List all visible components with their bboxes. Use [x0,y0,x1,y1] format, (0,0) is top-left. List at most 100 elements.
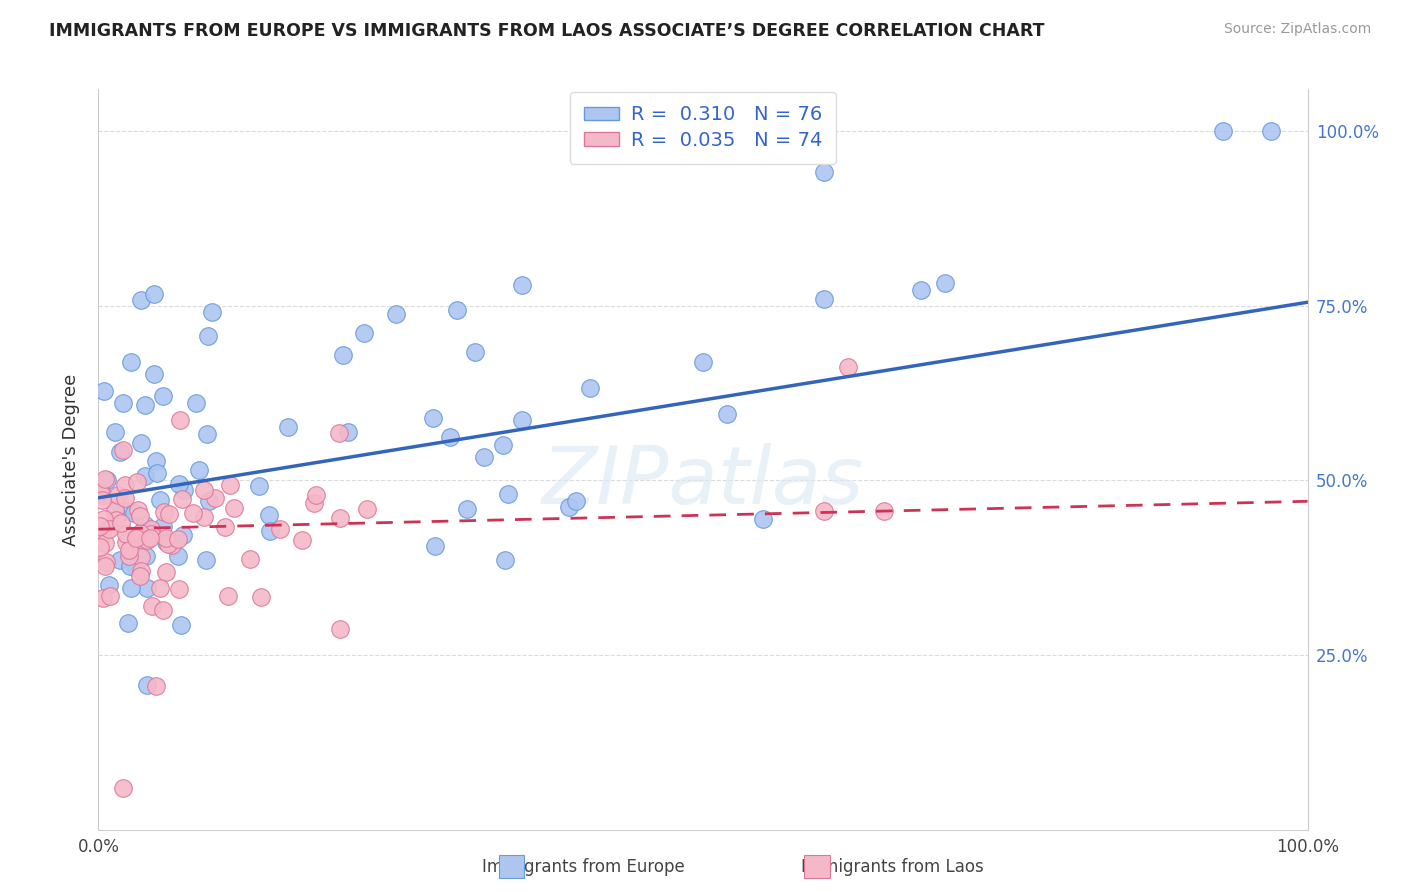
Point [110,516,132,530]
Point [491,437,513,451]
Point [91,488,114,502]
Point [195,426,218,441]
Point [269,522,291,536]
Point [195,552,218,566]
Point [277,420,299,434]
Point [716,407,738,421]
Point [97,577,120,591]
Point [104,505,127,519]
Point [145,679,167,693]
Point [247,479,270,493]
Point [353,326,375,341]
Point [472,450,495,464]
Point [134,469,156,483]
Point [135,549,157,563]
Point [332,348,354,362]
Point [204,491,226,506]
Point [157,537,180,551]
Point [302,496,325,510]
Point [201,305,224,319]
Point [291,533,314,548]
Point [120,558,142,573]
Point [89,540,111,554]
Point [167,533,190,547]
Point [157,507,180,521]
Point [141,527,163,541]
Point [155,566,177,580]
Legend: R =  0.310   N = 76, R =  0.035   N = 74: R = 0.310 N = 76, R = 0.035 N = 74 [571,92,835,163]
Point [115,504,138,518]
Point [146,466,169,480]
Point [329,622,352,636]
Point [115,534,138,549]
Point [104,425,127,439]
Point [93,384,115,399]
Point [328,425,350,440]
Point [114,477,136,491]
Point [127,503,149,517]
Point [385,307,408,321]
Point [692,354,714,368]
Point [934,276,956,290]
Point [141,599,163,614]
Point [127,475,149,489]
Point [149,582,172,596]
Point [167,477,190,491]
Point [219,478,242,492]
Point [91,526,114,541]
Point [131,436,153,450]
Point [94,555,117,569]
Point [422,410,444,425]
Point [356,501,378,516]
Point [105,513,128,527]
Point [181,507,204,521]
Point [129,569,152,583]
Point [910,283,932,297]
Point [93,472,115,486]
Point [813,292,835,306]
Point [170,491,193,506]
Point [134,398,156,412]
Point [250,590,273,604]
Point [152,388,174,402]
Point [186,396,208,410]
Point [456,502,478,516]
Point [446,302,468,317]
Point [107,488,129,502]
Y-axis label: Associate's Degree: Associate's Degree [62,373,80,546]
Point [108,553,131,567]
Point [152,518,174,533]
Point [169,413,191,427]
Point [125,560,148,574]
Point [136,581,159,595]
Point [152,603,174,617]
Text: Source: ZipAtlas.com: Source: ZipAtlas.com [1223,22,1371,37]
Point [118,549,141,563]
Point [510,413,533,427]
Point [138,531,160,545]
Point [120,581,142,595]
Point [193,510,215,524]
Point [239,552,262,566]
Point [136,533,159,548]
Text: Immigrants from Europe: Immigrants from Europe [482,858,685,876]
Point [1260,124,1282,138]
Point [510,277,533,292]
Point [193,483,215,498]
Point [142,367,165,381]
Point [558,500,581,514]
Point [167,549,190,564]
Point [129,550,152,565]
Point [305,488,328,502]
Point [217,589,239,603]
Point [257,508,280,522]
Point [145,453,167,467]
Point [111,780,134,795]
Point [98,522,121,536]
Point [93,512,115,526]
Point [120,354,142,368]
Point [155,531,177,545]
Point [135,678,157,692]
Point [132,525,155,540]
Point [89,518,111,533]
